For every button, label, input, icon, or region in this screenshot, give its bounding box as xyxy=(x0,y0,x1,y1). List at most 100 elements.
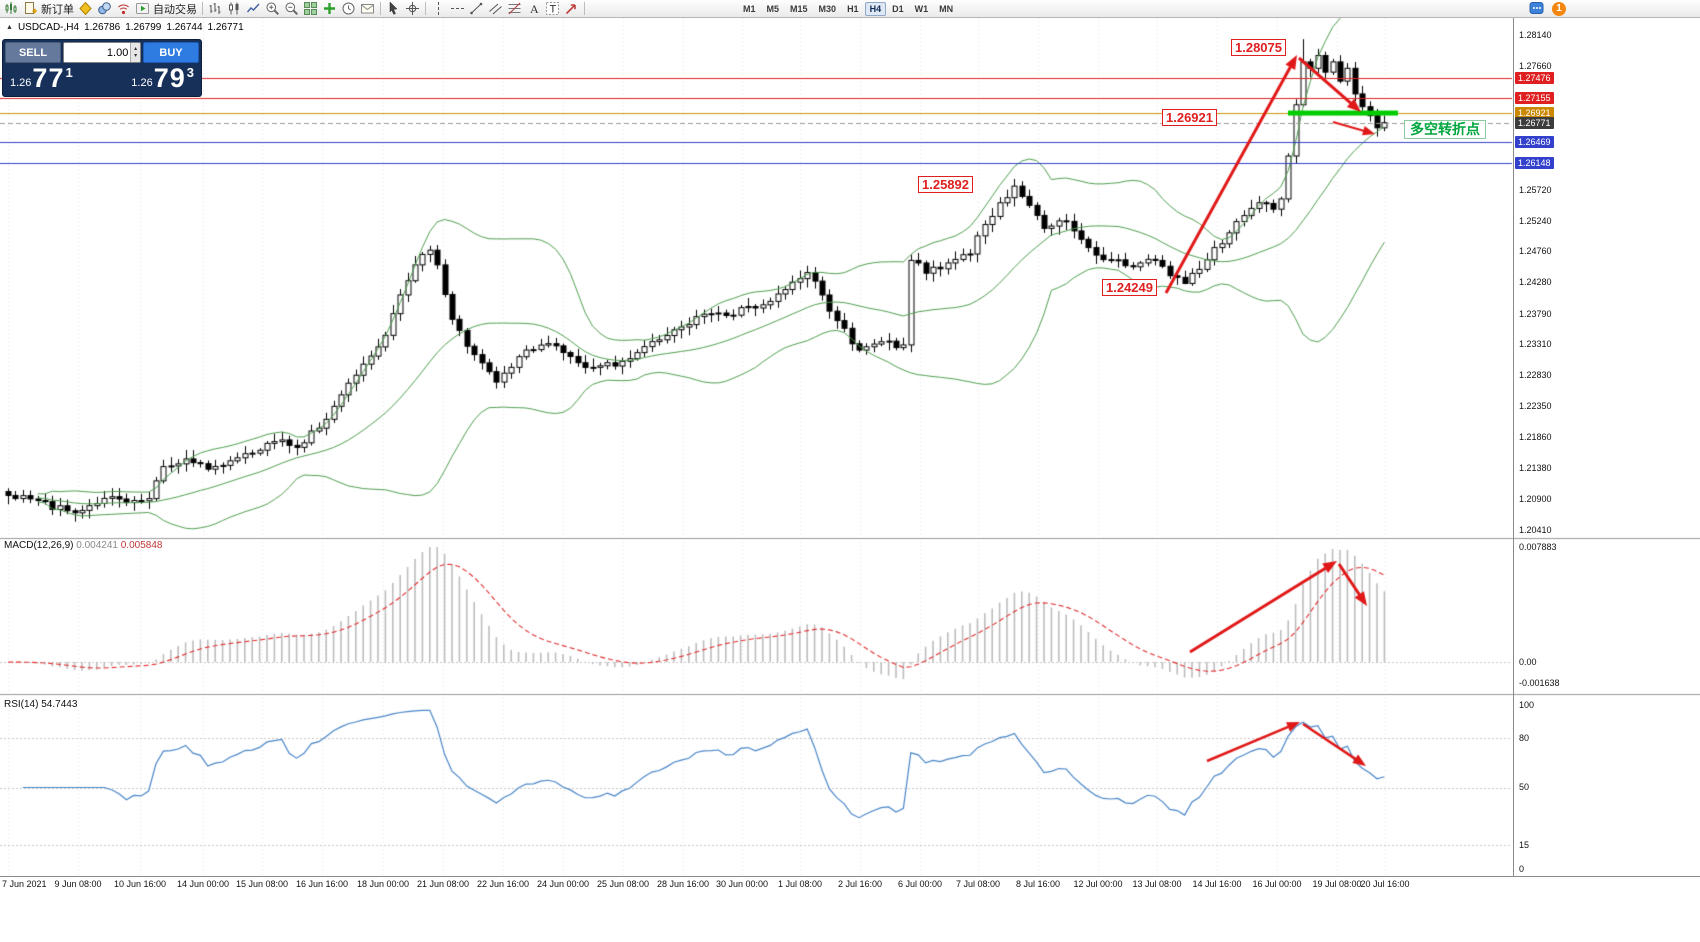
collapse-triangle-icon[interactable]: ▲ xyxy=(6,24,13,31)
chart-bars-button[interactable] xyxy=(206,1,225,17)
price-tick-label: 1.25720 xyxy=(1519,184,1552,195)
price-tick-label: 1.24760 xyxy=(1519,246,1552,257)
community-button[interactable] xyxy=(1527,1,1546,17)
time-tick-label: 30 Jun 00:00 xyxy=(715,879,769,889)
time-tick-label: 16 Jun 16:00 xyxy=(295,879,349,889)
toolbar: 新订单 自动交易 A T M1 M5 M15 M30 H1 H4 D1 W1 MN 1 xyxy=(0,0,1700,18)
turning-point-label[interactable]: 多空转折点 xyxy=(1404,120,1486,139)
price-level-label: 1.26148 xyxy=(1515,156,1554,169)
market-watch-button[interactable] xyxy=(95,1,114,17)
chart-canvas[interactable] xyxy=(0,18,1700,942)
time-tick-label: 2 Jul 16:00 xyxy=(837,879,883,889)
arrows-button[interactable] xyxy=(562,1,581,17)
chart-candles-button[interactable] xyxy=(225,1,244,17)
fibonacci-button[interactable] xyxy=(505,1,524,17)
sell-button[interactable]: SELL xyxy=(5,42,61,63)
toolbar-separator xyxy=(380,2,381,15)
timeframe-m15[interactable]: M15 xyxy=(790,3,808,14)
time-tick-label: 14 Jul 16:00 xyxy=(1192,879,1242,889)
sell-price[interactable]: 1.26 77 1 xyxy=(10,65,73,92)
favorites-button[interactable] xyxy=(76,1,95,17)
price-axis[interactable]: 1.28140 1.27660 1.25720 1.25240 1.24760 1.242… xyxy=(1513,18,1583,876)
price-tick-label: 1.23310 xyxy=(1519,339,1552,350)
timeframe-d1[interactable]: D1 xyxy=(892,3,904,14)
ohlc-low: 1.26744 xyxy=(166,22,203,33)
cursor-tool-button[interactable] xyxy=(384,1,403,17)
time-tick-label: 9 Jun 08:00 xyxy=(54,879,102,889)
auto-trading-button[interactable]: 自动交易 xyxy=(133,1,199,17)
time-axis[interactable]: 7 Jun 2021 9 Jun 08:00 10 Jun 16:00 14 Jun … xyxy=(0,876,1700,893)
timeframe-m30[interactable]: M30 xyxy=(818,3,837,14)
new-chart-button[interactable] xyxy=(2,1,21,17)
periods-button[interactable] xyxy=(339,1,358,17)
tile-windows-button[interactable] xyxy=(301,1,320,17)
stepper-down-icon[interactable]: ▾ xyxy=(134,52,138,59)
zoom-out-icon xyxy=(284,1,299,16)
text-a-icon: A xyxy=(526,1,541,16)
channel-button[interactable] xyxy=(486,1,505,17)
timeframe-m5[interactable]: M5 xyxy=(766,3,780,14)
channel-icon xyxy=(488,1,503,16)
hline-icon xyxy=(450,1,465,16)
symbol-header: ▲ USDCAD-,H4 1.26786 1.26799 1.26744 1.2… xyxy=(6,22,244,33)
linechart-icon xyxy=(246,1,261,16)
timeframe-h4[interactable]: H4 xyxy=(864,1,887,16)
toolbar-separator xyxy=(584,2,585,15)
macd-axis-label: 0.00 xyxy=(1519,657,1537,667)
community-icon xyxy=(1529,1,1544,16)
zoom-in-button[interactable] xyxy=(263,1,282,17)
zoom-out-button[interactable] xyxy=(282,1,301,17)
trendline-button[interactable] xyxy=(467,1,486,17)
sell-price-small: 1.26 xyxy=(10,77,32,89)
notification-badge[interactable]: 1 xyxy=(1552,1,1566,16)
price-annotation[interactable]: 1.28075 xyxy=(1231,39,1286,56)
price-annotation[interactable]: 1.25892 xyxy=(918,176,973,193)
chart-line-button[interactable] xyxy=(244,1,263,17)
rsi-axis-label: 0 xyxy=(1519,864,1525,874)
price-annotation[interactable]: 1.26921 xyxy=(1162,109,1217,126)
toolbar-separator xyxy=(202,2,203,15)
mail-button[interactable] xyxy=(358,1,377,17)
buy-price-small: 1.26 xyxy=(131,77,153,89)
time-tick-label: 24 Jun 00:00 xyxy=(536,879,590,889)
timeframe-w1[interactable]: W1 xyxy=(914,3,929,14)
text-button[interactable]: A xyxy=(524,1,543,17)
buy-button[interactable]: BUY xyxy=(143,42,199,63)
timeframe-h1[interactable]: H1 xyxy=(847,3,859,14)
macd-axis-label: 0.007883 xyxy=(1519,542,1557,552)
candles-icon xyxy=(227,1,242,16)
order-icon xyxy=(23,1,38,16)
timeframe-mn[interactable]: MN xyxy=(939,3,954,14)
timeframe-m1[interactable]: M1 xyxy=(743,3,756,14)
volume-stepper[interactable]: ▴ ▾ xyxy=(130,43,140,62)
volume-input[interactable] xyxy=(64,43,131,62)
time-tick-label: 18 Jun 00:00 xyxy=(356,879,410,889)
time-tick-label: 7 Jul 08:00 xyxy=(955,879,1001,889)
price-annotation[interactable]: 1.24249 xyxy=(1102,279,1157,296)
time-tick-label: 1 Jul 08:00 xyxy=(777,879,823,889)
vertical-line-button[interactable] xyxy=(429,1,448,17)
signal-icon xyxy=(116,1,131,16)
buy-price[interactable]: 1.26 79 3 xyxy=(131,65,194,92)
play-icon xyxy=(135,1,150,16)
toolbar-separator xyxy=(425,2,426,15)
zoom-in-icon xyxy=(265,1,280,16)
price-level-label: 1.26469 xyxy=(1515,136,1554,148)
price-level-label: 1.27476 xyxy=(1515,71,1554,84)
horizontal-line-button[interactable] xyxy=(448,1,467,17)
ohlc-high: 1.26799 xyxy=(125,22,162,33)
crosshair-tool-button[interactable] xyxy=(403,1,422,17)
price-tick-label: 1.23790 xyxy=(1519,308,1552,319)
signals-button[interactable] xyxy=(114,1,133,17)
label-button[interactable]: T xyxy=(543,1,562,17)
time-tick-label: 7 Jun 2021 xyxy=(2,879,47,889)
rsi-axis-label: 50 xyxy=(1519,782,1530,792)
rsi-axis-label: 100 xyxy=(1519,700,1535,710)
new-order-button[interactable]: 新订单 xyxy=(21,1,76,17)
stepper-up-icon[interactable]: ▴ xyxy=(134,45,138,52)
time-tick-label: 19 Jul 08:00 xyxy=(1312,879,1362,889)
indicators-button[interactable] xyxy=(320,1,339,17)
macd-name: MACD(12,26,9) xyxy=(4,540,74,551)
one-click-controls: SELL ▴ ▾ BUY xyxy=(5,42,199,63)
svg-text:A: A xyxy=(530,2,539,16)
